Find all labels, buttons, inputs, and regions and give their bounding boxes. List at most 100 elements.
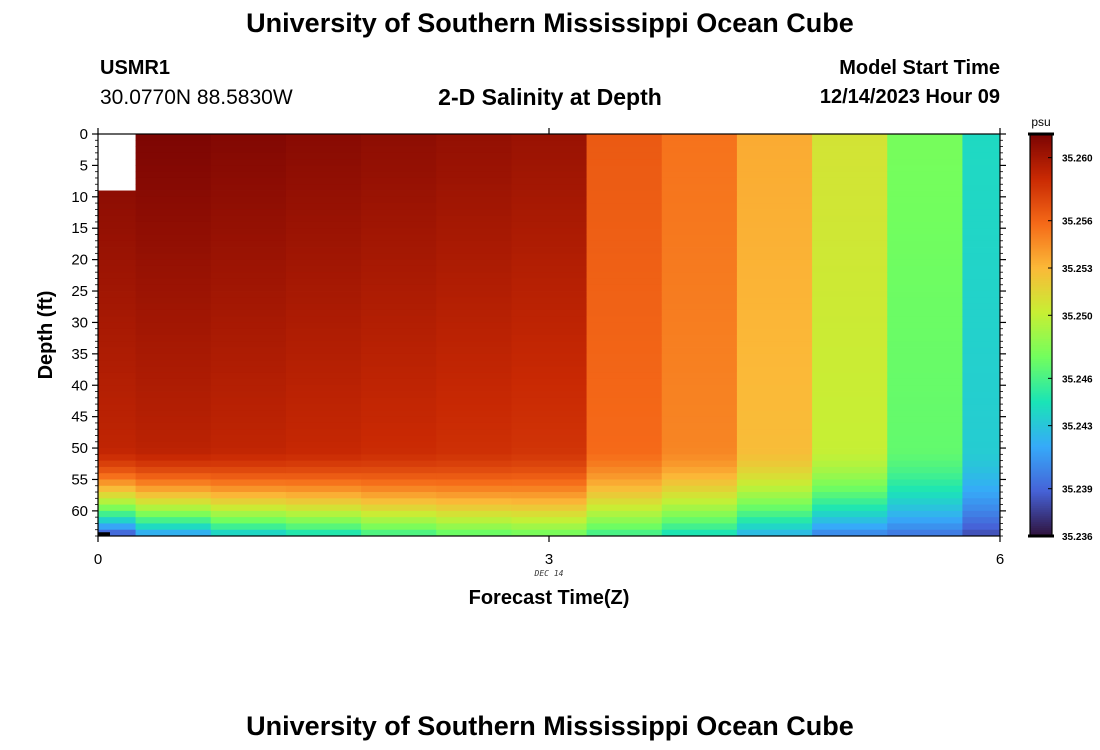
heatmap-cell [887,454,963,462]
heatmap-cell [661,523,738,531]
heatmap-cell [361,184,437,191]
heatmap-cell [812,184,888,191]
heatmap-cell [812,460,888,468]
colorbar-segment [1030,397,1052,400]
colorbar-segment [1030,417,1052,421]
heatmap-cell [887,316,963,323]
heatmap-cell [511,247,587,254]
heatmap-cell [285,134,362,141]
heatmap-cell [812,473,888,480]
colorbar-segment [1030,527,1052,531]
heatmap-cell [436,492,512,499]
heatmap-cell [98,435,136,443]
heatmap-cell [436,328,512,336]
heatmap-cell [436,146,512,154]
heatmap-cell [661,372,738,380]
heatmap-cell [135,391,212,399]
heatmap-cell [285,322,362,330]
heatmap-cell [586,303,663,311]
heatmap-cell [887,492,963,499]
heatmap-cell [361,335,437,342]
heatmap-cell [285,473,362,480]
heatmap-cell [962,479,1001,487]
heatmap-cell [962,196,1001,204]
heatmap-cell [962,228,1001,235]
colorbar-segment [1030,357,1052,360]
heatmap-cell [98,353,136,361]
heatmap-cell [887,385,963,392]
heatmap-cell [887,347,963,355]
heatmap-cell [661,259,738,267]
heatmap-cell [210,272,287,279]
heatmap-cell [361,360,437,367]
heatmap-cell [661,265,738,273]
heatmap-cell [661,441,738,449]
heatmap-cell [285,529,362,537]
colorbar-segment [1030,395,1052,398]
y-tick-label: 60 [71,503,88,520]
y-tick-label: 45 [71,409,88,426]
heatmap-cell [135,234,212,242]
heatmap-cell [586,422,663,430]
heatmap-cell [361,404,437,411]
heatmap-cell [511,441,587,449]
station-coordinates: 30.0770N 88.5830W [100,86,293,109]
heatmap-cell [361,278,437,286]
heatmap-cell [511,466,587,474]
heatmap-cell [586,341,663,348]
heatmap-cell [887,165,963,173]
heatmap-cell [98,378,136,386]
heatmap-cell [135,360,212,367]
heatmap-cell [135,485,212,493]
heatmap-cell [586,284,663,292]
heatmap-cell [361,372,437,380]
heatmap-cell [361,441,437,449]
heatmap-cell [511,291,587,298]
heatmap-cell [135,372,212,380]
heatmap-cell [210,234,287,242]
heatmap-cell [812,152,888,160]
heatmap-cell [736,297,813,304]
heatmap-cell [962,422,1001,430]
heatmap-cell [361,265,437,273]
heatmap-cell [736,404,813,411]
heatmap-cell [210,196,287,204]
heatmap-cell [812,429,888,436]
heatmap-cell [736,165,813,173]
heatmap-cell [661,404,738,411]
heatmap-cell [887,485,963,493]
heatmap-cell [586,228,663,235]
heatmap-cell [887,366,963,374]
heatmap-cell [361,341,437,348]
heatmap-cell [210,492,287,499]
colorbar-segment [1030,359,1052,362]
heatmap-cell [586,492,663,499]
heatmap-cell [511,454,587,462]
heatmap-cell [98,253,136,261]
heatmap-cell [135,278,212,286]
heatmap-cell [361,203,437,210]
heatmap-cell [887,322,963,330]
colorbar-segment [1030,158,1052,161]
heatmap-cell [98,171,136,179]
colorbar-segment [1030,154,1052,157]
colorbar-segment [1030,409,1052,412]
heatmap-cell [98,146,136,154]
colorbar-segment [1030,302,1052,306]
colorbar-segment [1030,355,1052,358]
heatmap-cell [436,322,512,330]
heatmap-cell [887,479,963,487]
heatmap-cell [736,322,813,330]
heatmap-cell [887,171,963,179]
heatmap-cell [436,278,512,286]
heatmap-cell [736,385,813,392]
colorbar-segment [1030,455,1052,459]
heatmap-cell [812,378,888,386]
heatmap-cell [962,416,1001,424]
colorbar-segment [1030,347,1052,350]
heatmap-cell [887,404,963,411]
heatmap-cell [887,422,963,430]
heatmap-cell [736,328,813,336]
heatmap-cell [285,303,362,311]
heatmap-cell [98,278,136,286]
